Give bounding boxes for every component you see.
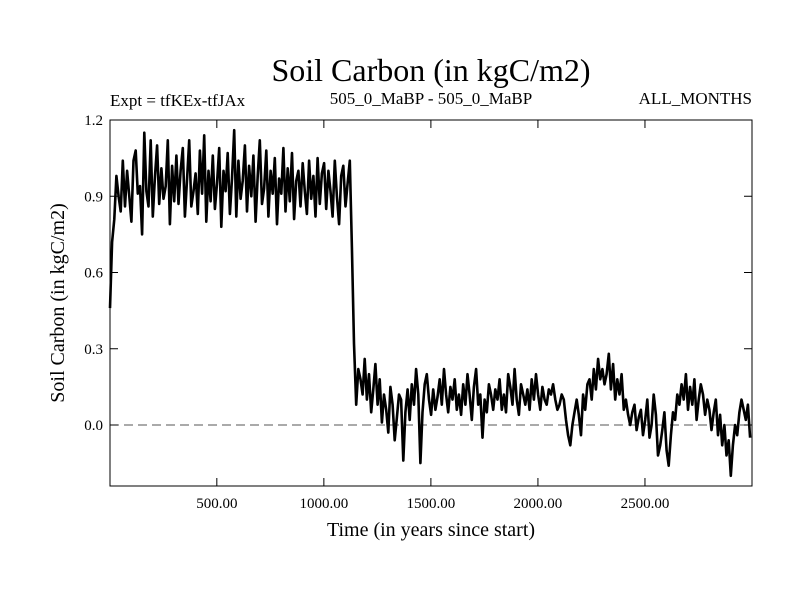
y-tick-label: 0.0 [84,418,103,434]
x-tick-label: 2500.00 [621,496,670,512]
y-axis-label: Soil Carbon (in kgC/m2) [47,203,69,402]
y-tick-label: 0.3 [84,342,103,358]
period-label: 505_0_MaBP - 505_0_MaBP [330,89,532,108]
months-label: ALL_MONTHS [639,89,752,108]
x-axis-label: Time (in years since start) [327,519,535,541]
y-tick-label: 0.6 [84,266,103,282]
x-tick-label: 2000.00 [514,496,563,512]
x-tick-label: 1500.00 [407,496,456,512]
chart-title: Soil Carbon (in kgC/m2) [271,52,590,88]
y-tick-label: 0.9 [84,189,103,205]
soil-carbon-series-line [108,128,752,478]
experiment-label: Expt = tfKEx-tfJAx [110,91,246,110]
x-tick-label: 500.00 [196,496,237,512]
x-tick-label: 1000.00 [299,496,348,512]
y-tick-label: 1.2 [84,113,103,129]
